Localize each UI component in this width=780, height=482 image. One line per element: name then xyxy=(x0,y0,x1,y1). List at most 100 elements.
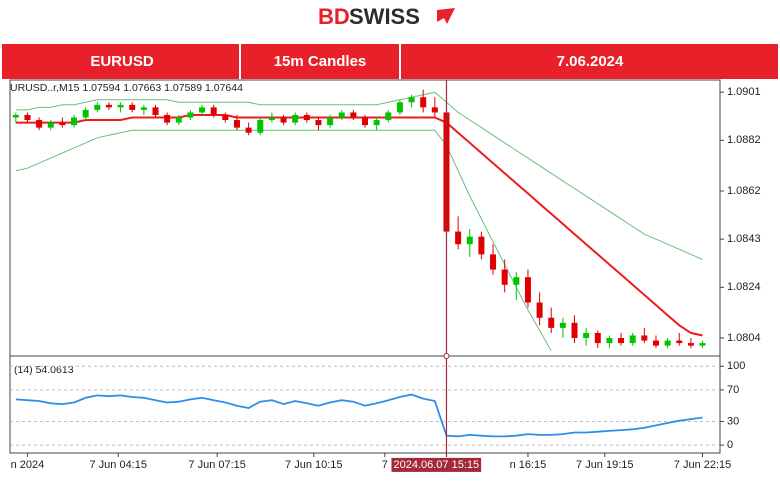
candle-body xyxy=(315,120,322,126)
crosshair-label-bg xyxy=(391,457,482,472)
candle-body xyxy=(513,277,520,285)
candle-body xyxy=(117,104,124,108)
rsi-line xyxy=(15,393,703,438)
indicator-title: (14) 54.0613 xyxy=(14,364,74,376)
y-tick-label: 0 xyxy=(727,439,733,451)
x-tick-label: 7 Jun 07:15 xyxy=(188,459,246,471)
x-tick-label: 7 Jun 10:15 xyxy=(285,459,343,471)
candle-body xyxy=(12,114,19,118)
candle-body xyxy=(629,335,636,344)
price-header: EURUSD..r,M15 1.07594 1.07663 1.07589 1.… xyxy=(3,82,243,94)
candle-body xyxy=(338,112,345,118)
logo-text: BD xyxy=(318,4,350,29)
x-tick-label: 7 Jun 04:15 xyxy=(89,459,147,471)
header-cell: EURUSD xyxy=(90,53,154,70)
candle-body xyxy=(140,107,147,110)
candle-body xyxy=(408,97,415,103)
y-tick-label: 70 xyxy=(727,384,739,396)
candle-body xyxy=(105,104,112,108)
chart-title: EURUSD..r,M15 1.07594 1.07663 1.07589 1.… xyxy=(3,82,243,94)
y-tick-label: 1.0901 xyxy=(727,86,761,98)
header-cell: 15m Candles xyxy=(274,53,367,70)
crosshair-label: 2024.06.07 15:15 xyxy=(393,459,479,471)
candle-body xyxy=(152,107,159,115)
candle-body xyxy=(501,269,508,285)
candle-body xyxy=(82,109,89,118)
candle-body xyxy=(548,317,555,328)
candle-body xyxy=(536,302,543,318)
y-tick-label: 100 xyxy=(727,360,745,372)
candle-body xyxy=(618,338,625,344)
candle-body xyxy=(571,322,578,339)
indicator-line xyxy=(15,114,703,337)
candle-body xyxy=(245,127,252,133)
y-tick-label: 1.0882 xyxy=(727,134,761,146)
candle-body xyxy=(478,236,485,255)
candle-body xyxy=(676,340,683,344)
header-cell: 7.06.2024 xyxy=(557,53,624,70)
candle-body xyxy=(129,104,136,110)
candle-body xyxy=(187,112,194,118)
crosshair-dot xyxy=(443,353,450,359)
y-tick-label: 1.0804 xyxy=(727,332,761,344)
candle-body xyxy=(303,114,310,121)
candle-body xyxy=(396,102,403,113)
candle-body xyxy=(47,122,54,128)
indicator-line xyxy=(15,91,703,260)
y-tick-label: 1.0843 xyxy=(727,233,761,245)
candle-body xyxy=(606,338,613,344)
candle-body xyxy=(24,114,31,121)
candle-body xyxy=(687,343,694,346)
candle-body xyxy=(268,117,275,121)
candle-body xyxy=(431,107,438,113)
candle-body xyxy=(385,112,392,121)
logo: BD SWISS xyxy=(318,4,455,29)
candle-body xyxy=(420,97,427,108)
x-tick-label: n 2024 xyxy=(11,459,45,471)
candle-body xyxy=(71,117,78,126)
candle-body xyxy=(559,322,566,328)
candle-body xyxy=(583,332,590,339)
y-tick-label: 1.0824 xyxy=(727,281,761,293)
candle-body xyxy=(222,114,229,121)
candle-body xyxy=(210,107,217,115)
candle-body xyxy=(199,107,206,113)
indicator-line xyxy=(15,129,552,351)
candle-body xyxy=(490,254,497,270)
candle-body xyxy=(641,335,648,341)
candle-body xyxy=(280,117,287,123)
logo-icon xyxy=(437,8,455,24)
candle-body xyxy=(652,340,659,346)
candle-body xyxy=(594,332,601,344)
candle-body xyxy=(233,120,240,128)
candle-body xyxy=(257,120,264,133)
candle-body xyxy=(327,117,334,126)
candle-body xyxy=(164,114,171,123)
y-tick-label: 30 xyxy=(727,415,739,427)
x-tick-label: 7 Jun 22:15 xyxy=(674,459,732,471)
x-tick-label: 7 Jun 19:15 xyxy=(576,459,634,471)
y-tick-label: 1.0862 xyxy=(727,185,761,197)
candle-body xyxy=(373,120,380,126)
candle-body xyxy=(94,104,101,110)
candle-body xyxy=(466,236,473,245)
candle-body xyxy=(175,117,182,123)
x-tick-label: 7 xyxy=(382,459,388,471)
candle-body xyxy=(59,122,66,126)
plot-frame xyxy=(9,79,721,454)
candle-body xyxy=(292,114,299,123)
candle-body xyxy=(699,343,706,346)
candle-body xyxy=(524,277,531,303)
candle-body xyxy=(350,112,357,118)
candle-body xyxy=(36,120,43,128)
candle-body xyxy=(664,340,671,346)
x-tick-label: n 16:15 xyxy=(510,459,547,471)
candle-body xyxy=(362,117,368,126)
plot-area xyxy=(15,393,703,438)
logo-text: SWISS xyxy=(349,4,420,29)
header-bar xyxy=(2,44,778,79)
plot-area xyxy=(15,91,703,351)
candle-body xyxy=(455,231,462,245)
